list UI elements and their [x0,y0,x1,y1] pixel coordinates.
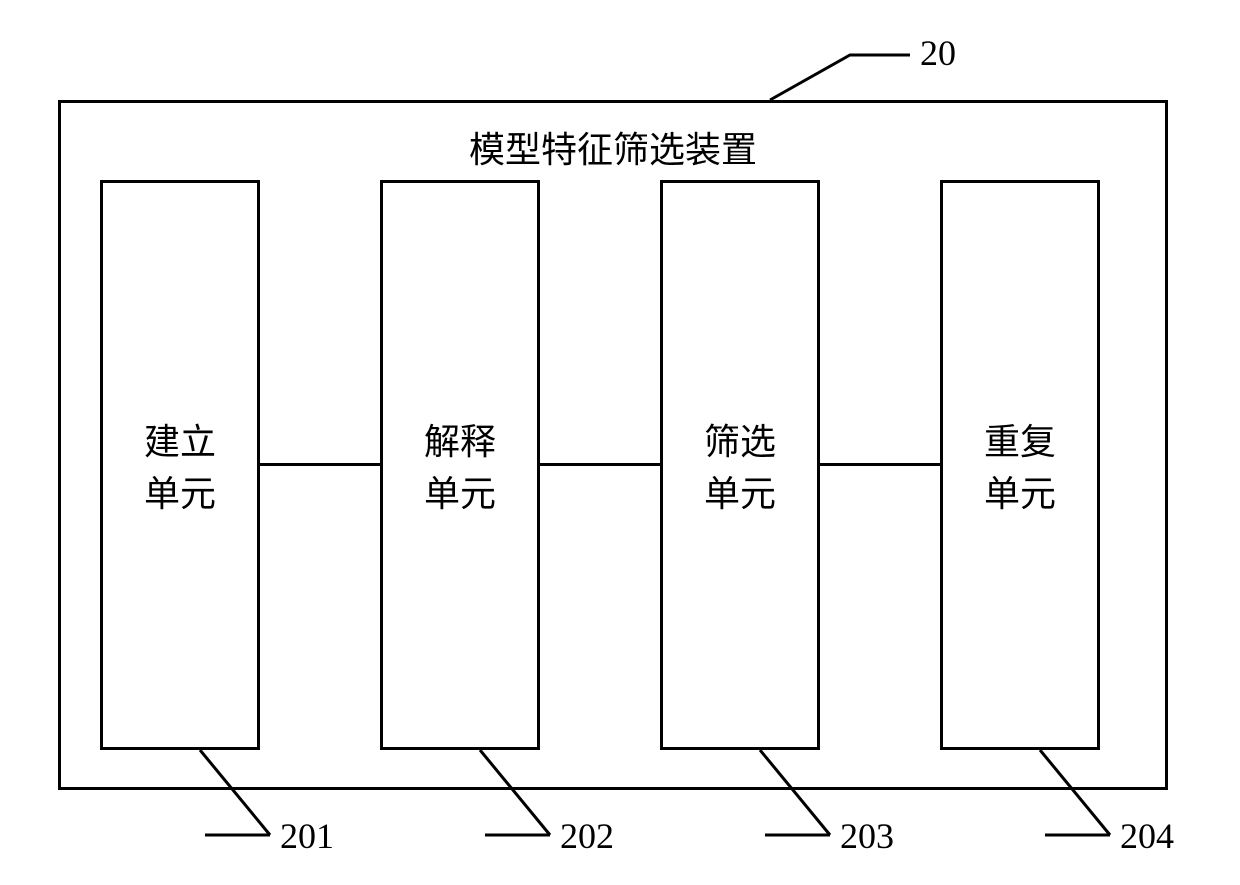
unit-box-2: 解释 单元 [380,180,540,750]
unit-box-3: 筛选 单元 [660,180,820,750]
connector-3-4 [820,463,940,466]
connector-2-3 [540,463,660,466]
unit-line1: 建立 [144,413,216,465]
unit-line2: 单元 [144,465,216,517]
unit-line2: 单元 [984,465,1056,517]
unit-line2: 单元 [424,465,496,517]
container-title: 模型特征筛选装置 [61,121,1165,173]
unit-line1: 筛选 [704,413,776,465]
label-202: 202 [560,815,614,857]
label-203: 203 [840,815,894,857]
label-20: 20 [920,32,956,74]
label-201: 201 [280,815,334,857]
label-204: 204 [1120,815,1174,857]
connector-1-2 [260,463,380,466]
unit-line1: 重复 [984,413,1056,465]
unit-line1: 解释 [424,413,496,465]
unit-line2: 单元 [704,465,776,517]
unit-box-4: 重复 单元 [940,180,1100,750]
unit-box-1: 建立 单元 [100,180,260,750]
